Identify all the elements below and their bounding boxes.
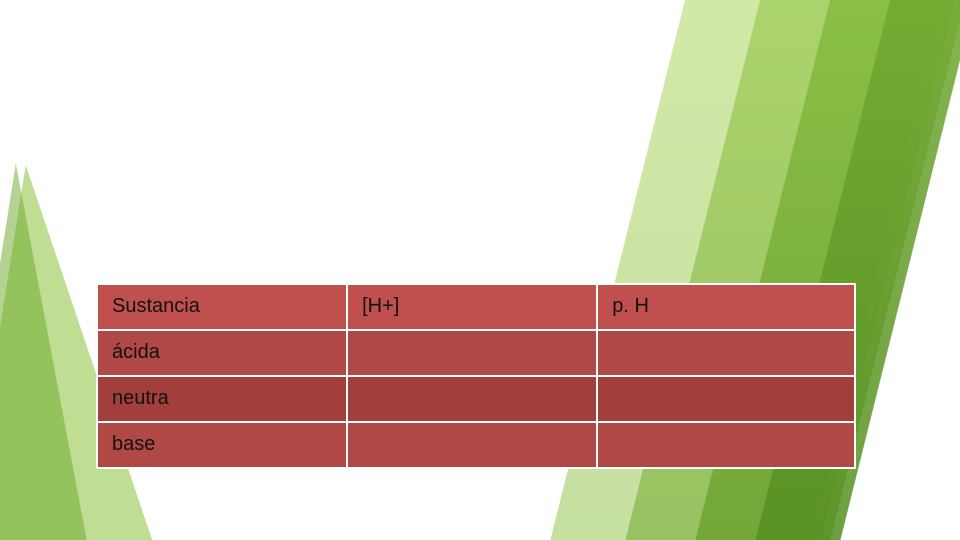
- col-header-hplus: [H+]: [347, 284, 597, 330]
- cell-ph: [597, 376, 855, 422]
- cell-sustancia: base: [97, 422, 347, 468]
- cell-sustancia: neutra: [97, 376, 347, 422]
- table-row: neutra: [97, 376, 855, 422]
- col-header-sustancia: Sustancia: [97, 284, 347, 330]
- cell-hplus: [347, 376, 597, 422]
- cell-ph: [597, 422, 855, 468]
- table-row: base: [97, 422, 855, 468]
- cell-ph: [597, 330, 855, 376]
- table-row: ácida: [97, 330, 855, 376]
- cell-hplus: [347, 330, 597, 376]
- col-header-ph: p. H: [597, 284, 855, 330]
- table-header-row: Sustancia [H+] p. H: [97, 284, 855, 330]
- cell-hplus: [347, 422, 597, 468]
- cell-sustancia: ácida: [97, 330, 347, 376]
- ph-classification-table: Sustancia [H+] p. H ácida neutra base: [96, 283, 856, 469]
